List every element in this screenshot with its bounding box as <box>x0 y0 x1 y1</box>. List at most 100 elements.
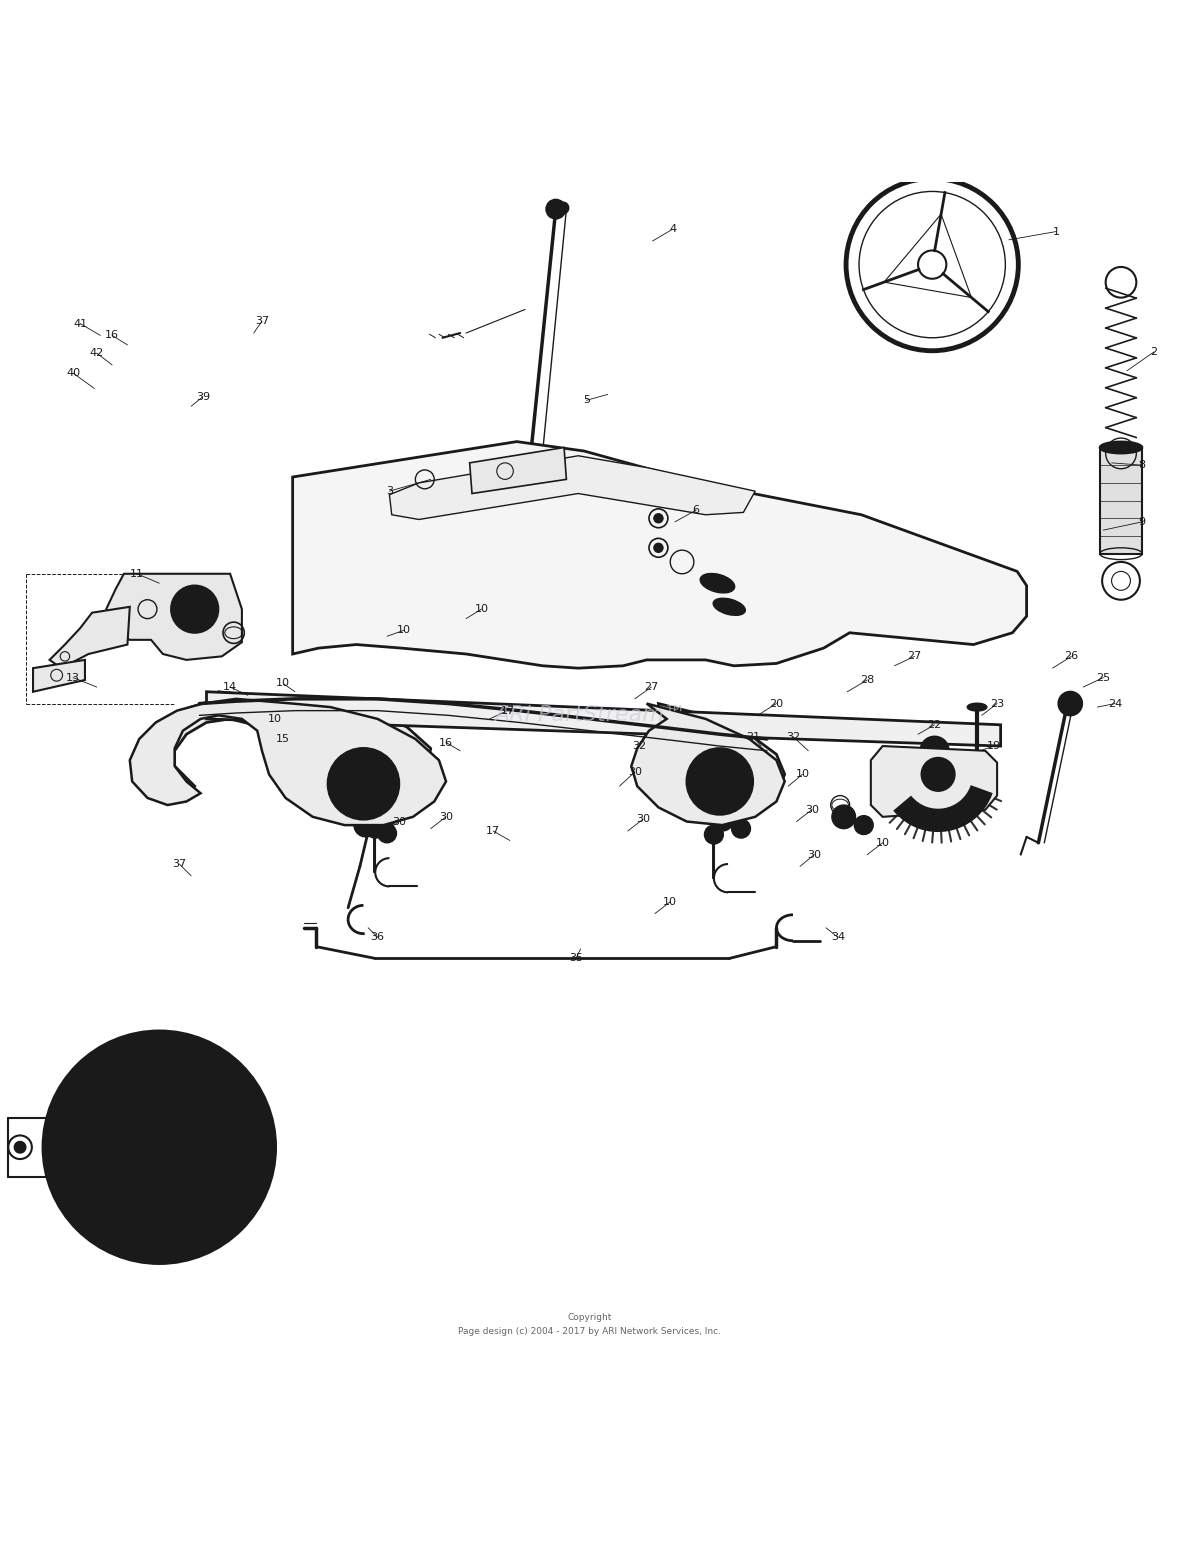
Polygon shape <box>1100 448 1142 554</box>
Circle shape <box>14 1141 26 1153</box>
Wedge shape <box>894 786 991 831</box>
Polygon shape <box>33 659 85 692</box>
Text: 10: 10 <box>795 769 809 780</box>
Circle shape <box>304 723 314 732</box>
Text: 4: 4 <box>669 224 676 235</box>
Polygon shape <box>206 692 1001 746</box>
Text: 6: 6 <box>693 505 700 516</box>
Circle shape <box>133 1121 185 1173</box>
Text: 27: 27 <box>644 682 658 692</box>
Polygon shape <box>293 442 1027 669</box>
Circle shape <box>382 829 392 838</box>
Text: 17: 17 <box>486 826 500 835</box>
Text: 9: 9 <box>1139 517 1146 527</box>
Text: 7: 7 <box>721 577 728 588</box>
Circle shape <box>44 1031 275 1263</box>
Circle shape <box>366 820 385 838</box>
Ellipse shape <box>1100 442 1142 454</box>
Circle shape <box>654 543 663 553</box>
Text: 27: 27 <box>907 652 922 661</box>
Text: 40: 40 <box>66 367 80 378</box>
Text: 10: 10 <box>663 897 677 906</box>
Text: 16: 16 <box>105 330 119 340</box>
Ellipse shape <box>968 704 986 710</box>
Text: 30: 30 <box>392 817 406 826</box>
Text: 32: 32 <box>632 741 647 750</box>
Text: 13: 13 <box>66 673 80 682</box>
Text: 11: 11 <box>130 568 144 579</box>
Text: ARi PartStream™: ARi PartStream™ <box>494 706 686 726</box>
Circle shape <box>732 820 750 838</box>
Circle shape <box>838 811 850 823</box>
Text: 37: 37 <box>172 858 186 869</box>
Circle shape <box>300 718 319 736</box>
Ellipse shape <box>713 598 746 616</box>
Circle shape <box>736 824 746 834</box>
Circle shape <box>736 804 746 815</box>
Text: 19: 19 <box>986 741 1001 750</box>
Text: 41: 41 <box>73 318 87 329</box>
Text: 30: 30 <box>439 812 453 821</box>
Text: 10: 10 <box>396 625 411 636</box>
Text: 32: 32 <box>786 732 800 741</box>
Circle shape <box>704 824 723 845</box>
Circle shape <box>59 1047 260 1248</box>
Text: 14: 14 <box>223 682 237 692</box>
Text: 28: 28 <box>860 675 874 686</box>
Circle shape <box>832 804 856 829</box>
Circle shape <box>328 749 399 820</box>
Text: Copyright: Copyright <box>568 1312 612 1322</box>
Text: 30: 30 <box>805 804 819 815</box>
Polygon shape <box>389 455 755 519</box>
Circle shape <box>930 766 946 783</box>
Text: 16: 16 <box>439 738 453 747</box>
Circle shape <box>354 814 378 837</box>
Polygon shape <box>470 448 566 494</box>
Circle shape <box>281 707 304 730</box>
Circle shape <box>557 202 569 215</box>
Circle shape <box>378 808 396 826</box>
Ellipse shape <box>700 573 735 593</box>
Text: 39: 39 <box>196 392 210 401</box>
Text: 37: 37 <box>255 317 269 326</box>
Circle shape <box>546 199 565 219</box>
Circle shape <box>710 808 734 831</box>
Text: 20: 20 <box>769 698 784 709</box>
Circle shape <box>920 736 949 764</box>
Polygon shape <box>106 574 242 659</box>
Text: 21: 21 <box>746 732 760 741</box>
Text: 42: 42 <box>90 347 104 358</box>
Circle shape <box>859 820 868 829</box>
Circle shape <box>382 812 392 821</box>
Circle shape <box>1058 692 1082 715</box>
Circle shape <box>654 514 663 523</box>
Text: 34: 34 <box>831 933 845 942</box>
Text: 5: 5 <box>583 395 590 405</box>
Circle shape <box>687 749 753 815</box>
Circle shape <box>319 727 385 794</box>
Text: 32: 32 <box>353 755 367 766</box>
Text: 1: 1 <box>1053 227 1060 236</box>
Circle shape <box>155 1124 164 1133</box>
Text: 25: 25 <box>1096 673 1110 682</box>
Text: 22: 22 <box>927 720 942 730</box>
Polygon shape <box>871 746 997 817</box>
Text: 23: 23 <box>990 698 1004 709</box>
Text: 10: 10 <box>276 678 290 689</box>
Text: 35: 35 <box>569 954 583 963</box>
Text: 8: 8 <box>1139 460 1146 471</box>
Circle shape <box>136 1143 145 1152</box>
Text: 10: 10 <box>268 713 282 724</box>
Circle shape <box>854 815 873 835</box>
Circle shape <box>171 585 218 633</box>
Polygon shape <box>50 607 130 669</box>
Polygon shape <box>132 692 431 801</box>
Text: 26: 26 <box>1064 652 1079 661</box>
Text: 30: 30 <box>807 849 821 860</box>
Polygon shape <box>631 704 785 824</box>
Circle shape <box>732 800 750 820</box>
Text: 30: 30 <box>636 814 650 824</box>
Circle shape <box>700 749 752 800</box>
Circle shape <box>922 758 955 791</box>
Text: 2: 2 <box>1150 347 1158 357</box>
